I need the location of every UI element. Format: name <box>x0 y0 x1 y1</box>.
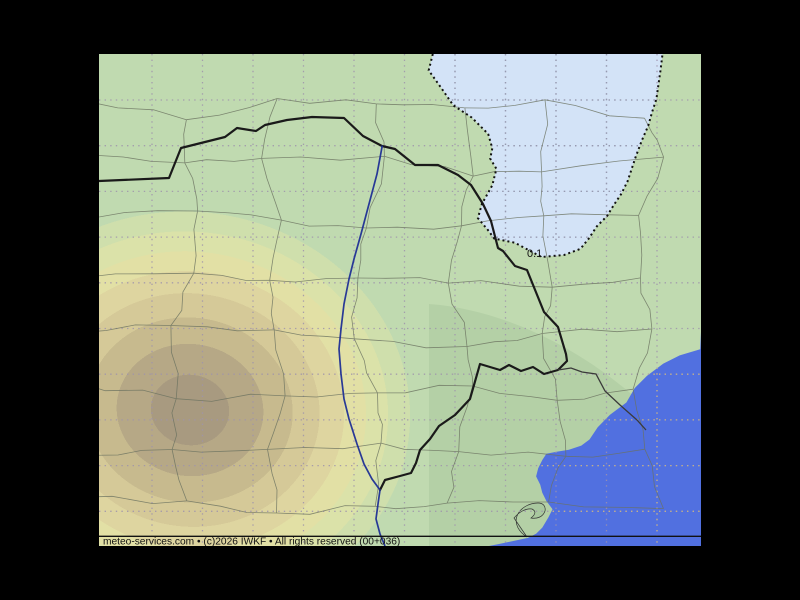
svg-text:0.1: 0.1 <box>527 248 542 260</box>
svg-text:meteo-services.com • (c)2026 I: meteo-services.com • (c)2026 IWKF • All … <box>103 537 400 546</box>
